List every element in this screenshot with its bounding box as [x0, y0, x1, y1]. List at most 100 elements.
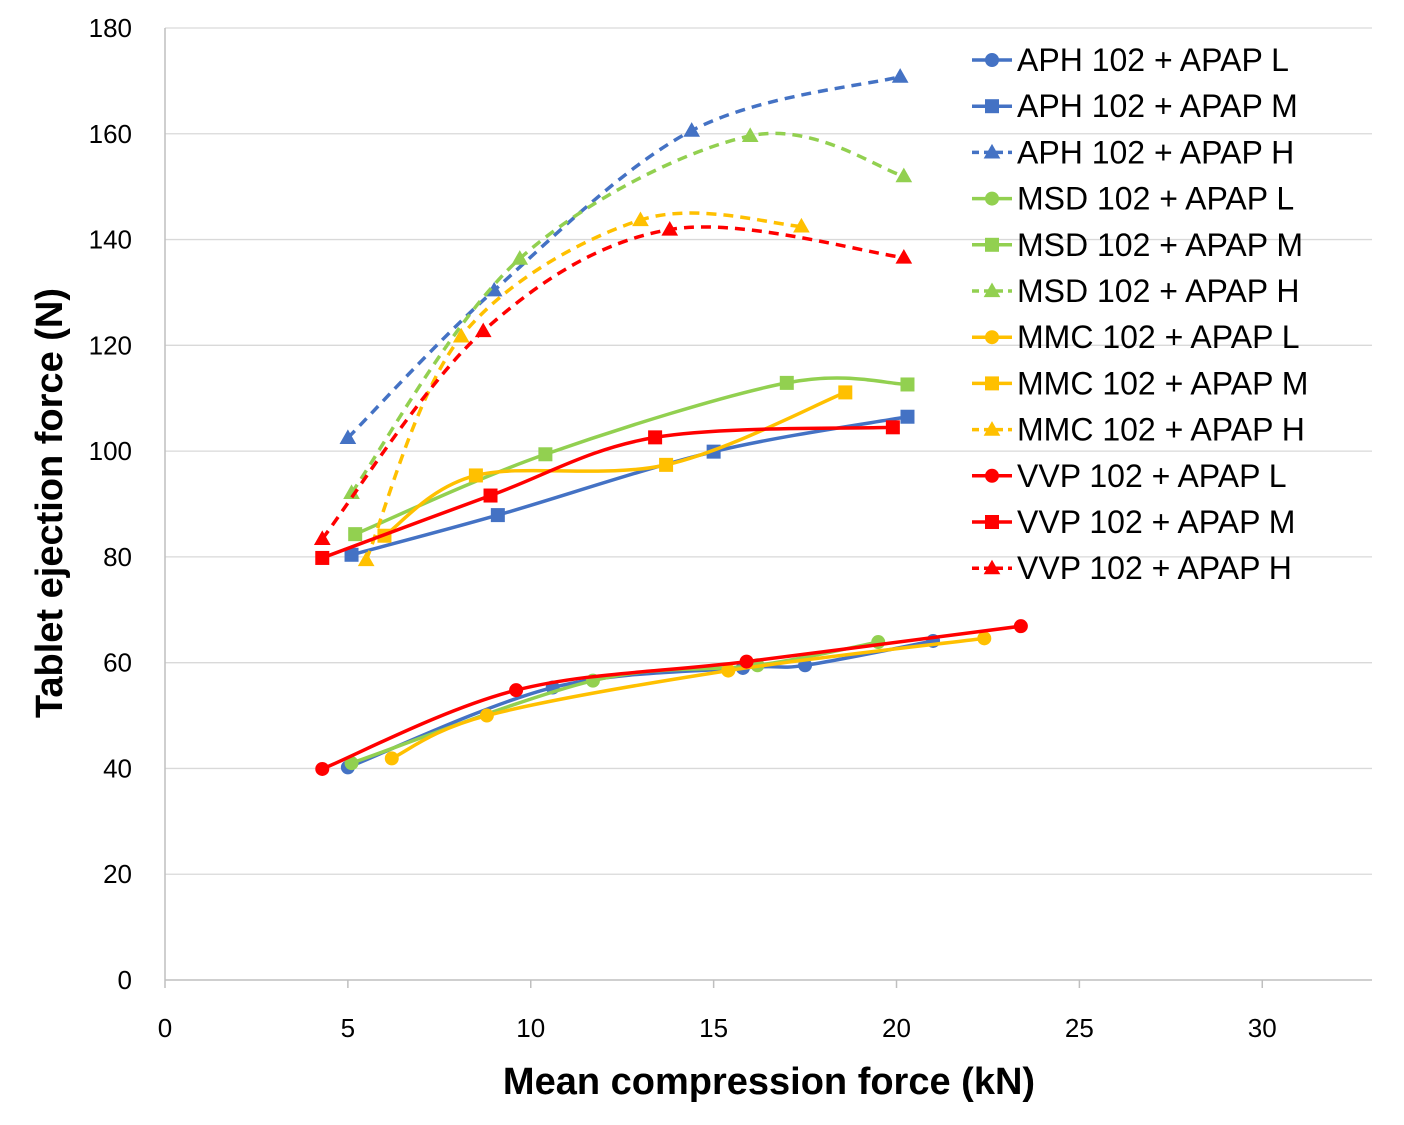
data-point	[683, 122, 701, 137]
x-tick-label: 5	[341, 1013, 355, 1043]
data-point	[900, 377, 915, 392]
data-point	[900, 409, 915, 424]
series-line	[346, 74, 901, 440]
data-point	[490, 508, 505, 523]
x-tick-label: 15	[699, 1013, 728, 1043]
data-point	[891, 68, 909, 83]
x-tick-label: 10	[516, 1013, 545, 1043]
legend-item-aph-102-apap-h: APH 102 + APAP H	[972, 134, 1294, 170]
legend-item-mmc-102-apap-m: MMC 102 + APAP M	[972, 365, 1308, 401]
data-point	[452, 327, 470, 343]
legend-swatch-marker	[985, 468, 999, 483]
data-point	[357, 551, 375, 567]
series-vvp-102-apap-h	[313, 221, 913, 546]
series-msd-102-apap-m	[348, 375, 915, 542]
legend-label: MMC 102 + APAP H	[1017, 412, 1305, 448]
legend-label: MSD 102 + APAP L	[1017, 181, 1294, 217]
y-tick-label: 180	[89, 13, 132, 43]
legend-item-msd-102-apap-l: MSD 102 + APAP L	[972, 181, 1294, 217]
legend-item-vvp-102-apap-h: VVP 102 + APAP H	[972, 550, 1292, 586]
series-aph-102-apap-h	[339, 68, 909, 444]
data-point	[741, 127, 759, 142]
legend-swatch-marker	[985, 99, 999, 114]
y-tick-label: 60	[103, 648, 132, 678]
data-point	[315, 761, 330, 776]
data-point	[885, 420, 900, 435]
legend-label: MMC 102 + APAP M	[1017, 365, 1308, 401]
legend-item-aph-102-apap-m: APH 102 + APAP M	[972, 88, 1298, 124]
series-mmc-102-apap-l	[384, 631, 992, 766]
series-line	[353, 376, 910, 536]
x-tick-label: 0	[158, 1013, 172, 1043]
axes: 0 20 40 60 80 100 120 140 160 180 0 5 10 15 20 25 30	[89, 13, 1372, 1043]
legend-swatch-marker	[983, 559, 1001, 575]
legend-swatch-marker	[985, 53, 999, 67]
series-line	[320, 425, 895, 560]
data-point	[895, 249, 913, 264]
legend-label: APH 102 + APAP H	[1017, 134, 1294, 170]
series-msd-102-apap-h	[343, 127, 913, 499]
y-tick-label: 100	[89, 436, 132, 466]
legend-swatch-marker	[983, 282, 1001, 298]
y-tick-label: 120	[89, 330, 132, 360]
legend-swatch-marker	[983, 421, 1001, 436]
data-point	[511, 250, 529, 265]
data-point	[648, 430, 663, 445]
legend-item-aph-102-apap-l: APH 102 + APAP L	[972, 42, 1289, 78]
x-tick-label: 20	[882, 1013, 911, 1043]
legend-item-mmc-102-apap-h: MMC 102 + APAP H	[972, 412, 1305, 448]
legend-item-vvp-102-apap-l: VVP 102 + APAP L	[972, 458, 1287, 494]
series-mmc-102-apap-h	[357, 211, 810, 567]
legend-swatch-marker	[985, 330, 999, 345]
legend-item-mmc-102-apap-l: MMC 102 + APAP L	[972, 319, 1300, 355]
series-layer	[313, 68, 1028, 776]
x-tick-label: 25	[1065, 1013, 1094, 1043]
data-point	[483, 488, 498, 503]
y-tick-label: 20	[103, 859, 132, 889]
data-point	[313, 530, 331, 546]
legend-item-msd-102-apap-h: MSD 102 + APAP H	[972, 273, 1300, 309]
series-vvp-102-apap-l	[315, 619, 1028, 776]
series-vvp-102-apap-m	[315, 420, 900, 565]
data-point	[659, 457, 674, 472]
legend: APH 102 + APAP L APH 102 + APAP M APH 102 …	[972, 42, 1308, 586]
data-point	[538, 447, 553, 462]
data-point	[977, 631, 992, 646]
data-point	[474, 322, 492, 338]
legend-swatch-marker	[985, 376, 999, 391]
y-tick-label: 160	[89, 119, 132, 149]
data-point	[721, 663, 736, 678]
series-line	[350, 131, 905, 494]
legend-item-msd-102-apap-m: MSD 102 + APAP M	[972, 227, 1303, 263]
data-point	[339, 429, 357, 444]
legend-label: APH 102 + APAP L	[1017, 42, 1289, 78]
data-point	[509, 683, 524, 698]
data-point	[348, 527, 363, 542]
series-line	[382, 390, 848, 538]
data-point	[315, 550, 330, 565]
series-line	[390, 636, 987, 761]
series-line	[320, 624, 1023, 771]
legend-label: MSD 102 + APAP H	[1017, 273, 1300, 309]
legend-swatch-marker	[983, 143, 1001, 159]
series-line	[320, 225, 905, 540]
data-point	[632, 211, 649, 227]
legend-label: MMC 102 + APAP L	[1017, 319, 1300, 355]
y-tick-label: 140	[89, 225, 132, 255]
data-point	[739, 654, 754, 669]
legend-label: VVP 102 + APAP H	[1017, 550, 1292, 586]
data-point	[779, 375, 794, 390]
legend-item-vvp-102-apap-m: VVP 102 + APAP M	[972, 504, 1295, 540]
y-tick-label: 0	[118, 965, 132, 995]
data-point	[479, 708, 494, 723]
legend-swatch-marker	[985, 237, 999, 252]
legend-label: VVP 102 + APAP M	[1017, 504, 1295, 540]
legend-swatch-marker	[985, 515, 999, 529]
data-point	[793, 217, 810, 233]
data-point	[838, 385, 853, 400]
legend-label: VVP 102 + APAP L	[1017, 458, 1287, 494]
legend-swatch-marker	[985, 191, 999, 206]
x-axis-title: Mean compression force (kN)	[503, 1061, 1035, 1103]
